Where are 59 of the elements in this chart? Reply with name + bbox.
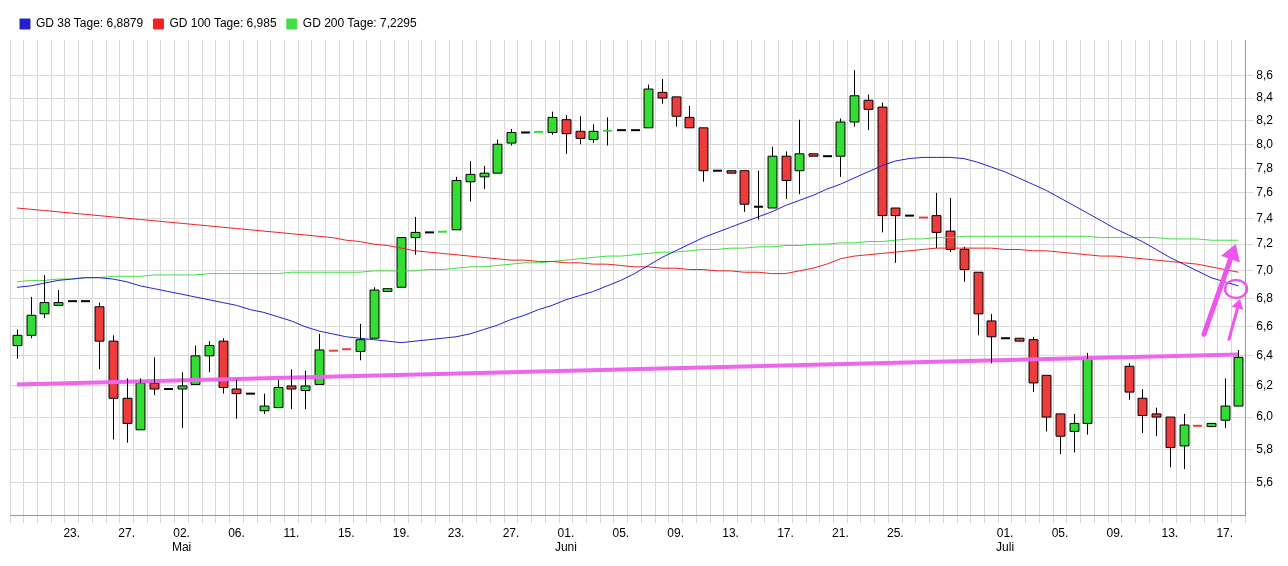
x-tick-label: 01. Juni xyxy=(554,525,577,555)
candlestick xyxy=(1193,424,1202,427)
candlestick xyxy=(823,155,832,158)
y-tick-label: 6,4 xyxy=(1256,348,1274,363)
legend-label: GD 38 Tage: 6,8879 xyxy=(36,16,144,31)
x-tick-label: 23. xyxy=(63,525,81,540)
x-tick-label: 05. xyxy=(612,525,630,540)
candlestick xyxy=(521,131,530,134)
x-tick-label: 27. xyxy=(502,525,520,540)
y-tick-label: 7,2 xyxy=(1256,236,1274,251)
y-tick-label: 5,6 xyxy=(1256,474,1274,489)
y-tick-label: 7,0 xyxy=(1256,263,1274,278)
candlestick xyxy=(246,392,255,395)
candlestick xyxy=(617,129,626,132)
x-tick-label: 27. xyxy=(118,525,136,540)
x-tick-label: 13. xyxy=(1161,525,1179,540)
candlestick xyxy=(329,349,338,352)
y-tick-label: 8,2 xyxy=(1256,113,1274,128)
x-tick-label: 25. xyxy=(886,525,904,540)
candlestick xyxy=(905,214,914,217)
candlestick xyxy=(713,169,722,172)
x-tick-label: 09. xyxy=(1106,525,1124,540)
candlestick xyxy=(438,230,447,233)
candlestick xyxy=(425,231,434,234)
candlestick xyxy=(919,216,928,219)
x-tick-label: 06. xyxy=(228,525,245,540)
y-tick-label: 8,6 xyxy=(1256,68,1274,83)
candlestick xyxy=(603,116,612,146)
y-tick-label: 6,0 xyxy=(1256,409,1274,424)
legend-label: GD 200 Tage: 7,2295 xyxy=(302,16,418,31)
y-tick-label: 7,6 xyxy=(1256,185,1274,200)
y-tick-label: 6,8 xyxy=(1256,290,1274,305)
legend-label: GD 100 Tage: 6,985 xyxy=(169,16,277,31)
x-tick-label: 17. xyxy=(1216,525,1234,540)
x-tick-label: 23. xyxy=(447,525,465,540)
candlestick xyxy=(68,300,77,303)
y-tick-label: 6,2 xyxy=(1256,378,1274,393)
candlestick xyxy=(631,129,640,132)
y-tick-label: 5,8 xyxy=(1256,441,1274,456)
x-tick-label: 21. xyxy=(832,525,849,540)
candlestick xyxy=(1001,337,1010,340)
candlestick xyxy=(534,130,543,133)
candlestick xyxy=(164,388,173,391)
x-tick-label: 09. xyxy=(667,525,685,540)
y-tick-label: 8,0 xyxy=(1256,136,1274,151)
x-tick-label: 02. Mai xyxy=(171,525,192,555)
candlestick xyxy=(81,300,90,303)
x-tick-label: 05. xyxy=(1051,525,1069,540)
candlestick xyxy=(342,348,351,351)
x-tick-label: 11. xyxy=(283,525,300,540)
x-tick-label: 15. xyxy=(337,525,355,540)
x-tick-label: 17. xyxy=(777,525,794,540)
y-tick-label: 7,8 xyxy=(1256,160,1274,175)
x-tick-label: 19. xyxy=(392,525,410,540)
x-tick-label: 13. xyxy=(722,525,739,540)
y-tick-label: 7,4 xyxy=(1256,210,1274,225)
x-tick-label: 01. Juli xyxy=(996,525,1015,555)
y-tick-label: 8,4 xyxy=(1256,90,1274,105)
y-tick-label: 6,6 xyxy=(1256,318,1274,333)
